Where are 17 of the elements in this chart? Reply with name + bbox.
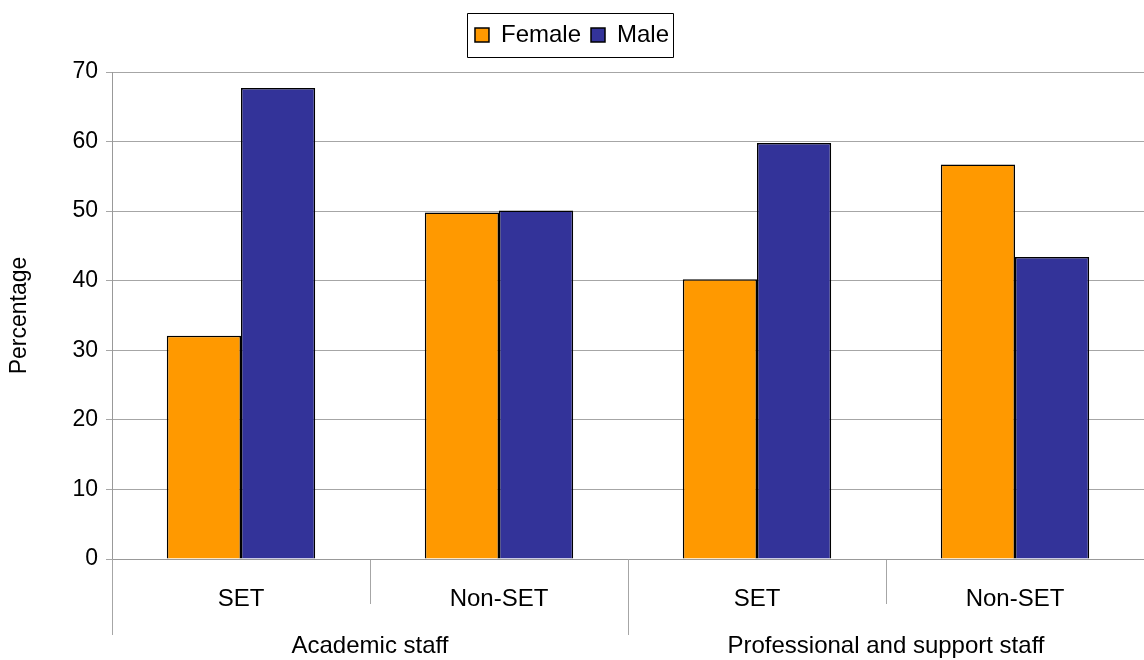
y-tick-label: 0 bbox=[85, 544, 98, 571]
text: Professional and support staff bbox=[727, 630, 1045, 658]
y-axis-title: Percentage bbox=[5, 256, 32, 375]
legend-label: Female bbox=[500, 19, 582, 47]
y-tick-label: 40 bbox=[72, 266, 98, 293]
y-tick-label: 70 bbox=[72, 57, 98, 84]
text: Academic staff bbox=[291, 630, 449, 658]
x-tick-label: SET bbox=[217, 584, 265, 612]
x-tick-label: SET bbox=[733, 584, 781, 612]
y-tick-label: 50 bbox=[72, 196, 98, 223]
y-tick-label: 30 bbox=[72, 335, 98, 362]
y-tick-label: 10 bbox=[72, 474, 98, 501]
x-tick-label: Non-SET bbox=[965, 584, 1065, 612]
legend-label: Male bbox=[617, 19, 670, 47]
y-tick-label: 60 bbox=[72, 126, 98, 153]
x-tick-label: Non-SET bbox=[449, 584, 549, 612]
y-tick-label: 20 bbox=[72, 405, 98, 432]
